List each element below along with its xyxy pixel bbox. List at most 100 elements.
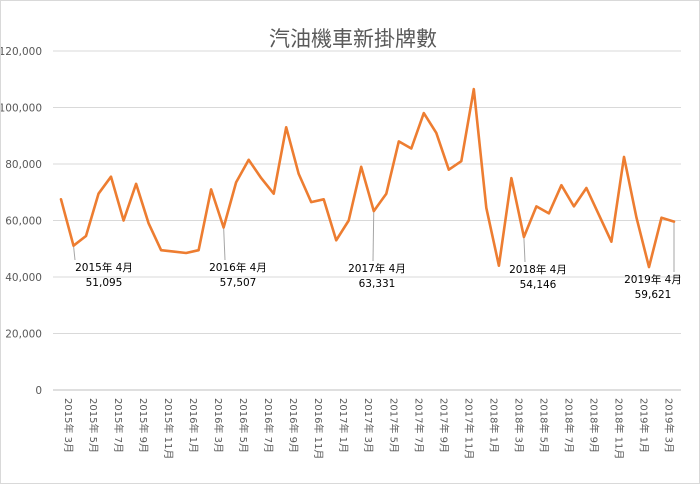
gridlines — [53, 50, 681, 391]
data-point — [483, 205, 489, 211]
data-point — [496, 263, 502, 269]
data-point — [371, 208, 377, 214]
x-tick-label: 2015年 5月 — [87, 398, 100, 453]
data-point — [296, 171, 302, 177]
series-layer — [58, 86, 677, 270]
data-point — [246, 157, 252, 163]
data-point — [546, 210, 552, 216]
data-point — [58, 196, 64, 202]
data-point — [521, 234, 527, 240]
data-point — [533, 203, 539, 209]
annotation-date-label: 2017年 4月 — [348, 262, 406, 275]
data-point — [146, 220, 152, 226]
annotation-value-label: 59,621 — [635, 289, 672, 301]
data-point — [183, 250, 189, 256]
data-point — [471, 86, 477, 92]
y-tick-label: 40,000 — [5, 272, 42, 284]
x-tick-label: 2016年 11月 — [312, 398, 325, 459]
data-point — [446, 167, 452, 173]
annotation-leader — [523, 237, 526, 263]
data-point — [308, 199, 314, 205]
data-point — [233, 179, 239, 185]
data-point — [346, 218, 352, 224]
data-point — [508, 175, 514, 181]
data-point — [421, 110, 427, 116]
x-tick-label: 2019年 3月 — [662, 398, 675, 453]
x-tick-label: 2017年 9月 — [437, 398, 450, 453]
data-point — [108, 174, 114, 180]
annotation-leader — [223, 227, 226, 261]
annotation-date-label: 2018年 4月 — [509, 263, 567, 276]
annotation-value-label: 57,507 — [220, 277, 257, 289]
annotation-leader — [372, 211, 375, 262]
data-point — [321, 196, 327, 202]
data-point — [83, 233, 89, 239]
data-point — [71, 243, 77, 249]
data-point — [596, 212, 602, 218]
data-point — [396, 138, 402, 144]
x-axis-tick-labels: 2015年 3月 2015年 5月 2015年 7月 2015年 9月 2015年 11… — [62, 398, 675, 459]
y-tick-label: 80,000 — [5, 159, 42, 171]
data-point — [333, 237, 339, 243]
annotation-date-label: 2015年 4月 — [75, 261, 133, 274]
annotation-value-label: 63,331 — [359, 278, 396, 290]
x-tick-label: 2019年 1月 — [637, 398, 650, 453]
data-point — [458, 158, 464, 164]
annotation-labels: 2015年 4月 51,095 2016年 4月 57,507 2017年 4月 63,3… — [75, 261, 682, 301]
x-tick-label: 2017年 1月 — [337, 398, 350, 453]
x-tick-label: 2017年 11月 — [462, 398, 475, 459]
x-tick-label: 2015年 9月 — [137, 398, 150, 453]
data-point — [171, 249, 177, 255]
y-tick-label: 100,000 — [1, 103, 42, 115]
chart-title: 汽油機車新掛牌數 — [269, 27, 437, 51]
data-point — [358, 164, 364, 170]
x-tick-label: 2018年 11月 — [612, 398, 625, 459]
y-tick-label: 0 — [35, 385, 42, 397]
x-tick-label: 2018年 7月 — [562, 398, 575, 453]
annotation-leaders — [73, 211, 675, 272]
y-axis-tick-labels: 0 20,000 40,000 60,000 80,000 100,000 120,000 — [1, 46, 42, 397]
x-tick-label: 2017年 7月 — [412, 398, 425, 453]
x-tick-label: 2018年 3月 — [512, 398, 525, 453]
data-point — [658, 215, 664, 221]
data-point — [558, 182, 564, 188]
data-point — [608, 239, 614, 245]
annotation-date-label: 2016年 4月 — [209, 261, 267, 274]
data-point — [671, 219, 677, 225]
data-point — [571, 203, 577, 209]
annotation-value-label: 54,146 — [520, 279, 557, 291]
data-point — [621, 154, 627, 160]
y-tick-label: 120,000 — [1, 46, 42, 58]
series-line — [59, 87, 676, 269]
y-tick-label: 60,000 — [5, 216, 42, 228]
data-point — [633, 215, 639, 221]
y-tick-label: 20,000 — [5, 329, 42, 341]
x-tick-label: 2016年 5月 — [237, 398, 250, 453]
data-point — [408, 145, 414, 151]
annotation-leader — [73, 245, 76, 261]
data-point — [383, 191, 389, 197]
x-tick-label: 2018年 1月 — [487, 398, 500, 453]
x-tick-label: 2016年 3月 — [212, 398, 225, 453]
data-point — [208, 186, 214, 192]
x-tick-label: 2016年 1月 — [187, 398, 200, 453]
data-point — [158, 247, 164, 253]
data-point — [96, 191, 102, 197]
x-tick-label: 2017年 5月 — [387, 398, 400, 453]
data-point — [271, 191, 277, 197]
data-point — [646, 264, 652, 270]
x-tick-label: 2016年 9月 — [287, 398, 300, 453]
x-tick-label: 2016年 7月 — [262, 398, 275, 453]
annotation-value-label: 51,095 — [86, 277, 123, 289]
data-point — [283, 124, 289, 130]
data-point — [433, 130, 439, 136]
x-tick-label: 2015年 7月 — [112, 398, 125, 453]
data-point — [121, 218, 127, 224]
data-point — [196, 247, 202, 253]
x-tick-label: 2017年 3月 — [362, 398, 375, 453]
data-point — [221, 225, 227, 231]
x-tick-label: 2018年 5月 — [537, 398, 550, 453]
data-point — [258, 175, 264, 181]
